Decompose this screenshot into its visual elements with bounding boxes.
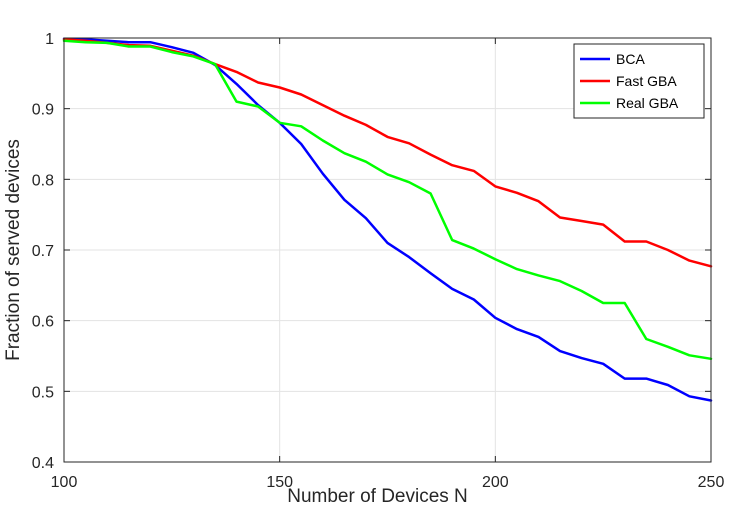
- series-line-real-gba: [62, 39, 713, 361]
- series-line-fast-gba: [62, 38, 713, 268]
- grid-layer: [64, 38, 711, 462]
- x-axis-title: Number of Devices N: [287, 486, 468, 507]
- y-tick-label: 0.5: [32, 384, 54, 401]
- y-axis-title: Fraction of served devices: [3, 139, 24, 361]
- legend-label: Fast GBA: [616, 73, 677, 89]
- series-line-bca: [62, 37, 713, 402]
- tick-layer: 100 150 200 250 0.4 0.5 0.6 0.7 0.8 0.9 1: [32, 31, 725, 491]
- legend-label: Real GBA: [616, 95, 679, 111]
- y-tick-label: 0.4: [32, 455, 54, 472]
- series-layer: [62, 37, 713, 402]
- legend: BCA Fast GBA Real GBA: [573, 43, 705, 119]
- x-tick-label: 200: [482, 474, 509, 491]
- y-tick-label: 0.9: [32, 102, 54, 119]
- legend-label: BCA: [616, 51, 645, 67]
- x-tick-label: 100: [51, 474, 78, 491]
- y-tick-label: 0.7: [32, 243, 54, 260]
- y-tick-label: 1: [45, 31, 54, 48]
- y-tick-label: 0.6: [32, 314, 54, 331]
- x-tick-label: 250: [698, 474, 725, 491]
- x-tick-label: 150: [266, 474, 293, 491]
- y-tick-label: 0.8: [32, 172, 54, 189]
